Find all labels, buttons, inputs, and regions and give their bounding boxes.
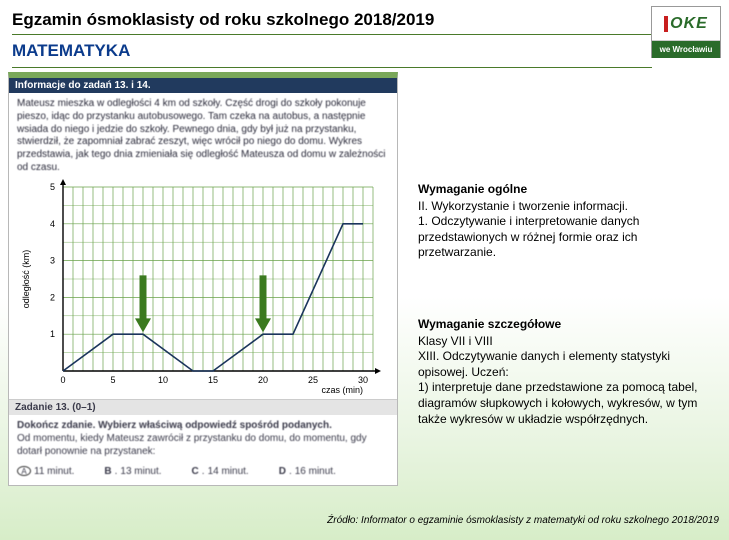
req-specific-line: XIII. Odczytywanie danych i elementy sta… (418, 349, 718, 380)
svg-text:10: 10 (158, 375, 168, 385)
req-general-line: II. Wykorzystanie i tworzenie informacji… (418, 199, 718, 215)
req-specific-line: 1) interpretuje dane przedstawione za po… (418, 380, 718, 427)
page-title: Egzamin ósmoklasisty od roku szkolnego 2… (12, 10, 652, 35)
answer-c[interactable]: C. 14 minut. (192, 466, 249, 477)
subject-line: MATEMATYKA (12, 41, 652, 68)
svg-text:20: 20 (258, 375, 268, 385)
req-specific-heading: Wymaganie szczegółowe (418, 317, 718, 333)
logo-abbrev: OKE (652, 7, 720, 41)
logo-bottom: we Wrocławiu (652, 41, 720, 58)
svg-text:5: 5 (50, 182, 55, 192)
context-paragraph: Mateusz mieszka w odległości 4 km od szk… (9, 93, 397, 175)
answers-row: A11 minut. B. 13 minut. C. 14 minut. D. … (9, 464, 397, 485)
answer-d[interactable]: D. 16 minut. (279, 466, 336, 477)
distance-time-chart: 0 5 10 15 20 25 30 1 2 3 4 5 czas (min) odległość (km… (15, 179, 387, 397)
task-header: Zadanie 13. (0–1) (9, 399, 397, 415)
requirement-specific: Wymaganie szczegółowe Klasy VII i VIII X… (418, 317, 718, 427)
task-body: Dokończ zdanie. Wybierz właściwą odpowie… (9, 415, 397, 464)
source-attribution: Źródło: Informator o egzaminie ósmoklasi… (327, 515, 719, 526)
answer-b[interactable]: B. 13 minut. (104, 466, 161, 477)
header: Egzamin ósmoklasisty od roku szkolnego 2… (0, 0, 729, 72)
requirement-general: Wymaganie ogólne II. Wykorzystanie i two… (418, 182, 718, 261)
svg-text:30: 30 (358, 375, 368, 385)
svg-text:0: 0 (60, 375, 65, 385)
svg-text:4: 4 (50, 219, 55, 229)
info-header: Informacje do zadań 13. i 14. (9, 78, 397, 93)
content-area: Informacje do zadań 13. i 14. Mateusz mi… (0, 72, 729, 532)
svg-text:2: 2 (50, 292, 55, 302)
svg-text:odległość (km): odległość (km) (21, 250, 31, 309)
req-general-line: 1. Odczytywanie i interpretowanie danych… (418, 214, 718, 261)
exam-panel: Informacje do zadań 13. i 14. Mateusz mi… (8, 72, 398, 486)
svg-text:25: 25 (308, 375, 318, 385)
svg-text:1: 1 (50, 329, 55, 339)
answer-a[interactable]: A11 minut. (17, 466, 74, 477)
oke-logo: OKE we Wrocławiu (651, 6, 721, 58)
svg-text:3: 3 (50, 255, 55, 265)
req-general-heading: Wymaganie ogólne (418, 182, 718, 198)
chart-container: 0 5 10 15 20 25 30 1 2 3 4 5 czas (min) odległość (km… (9, 175, 397, 399)
svg-text:czas (min): czas (min) (321, 385, 363, 395)
svg-text:5: 5 (110, 375, 115, 385)
svg-text:15: 15 (208, 375, 218, 385)
req-specific-line: Klasy VII i VIII (418, 334, 718, 350)
